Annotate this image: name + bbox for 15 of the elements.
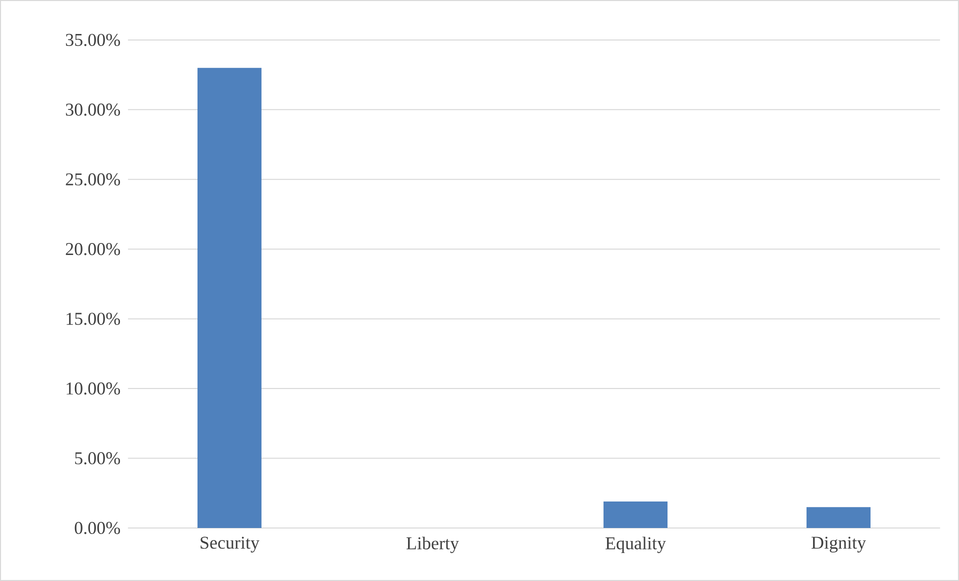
x-tick-label: Liberty bbox=[406, 536, 459, 554]
x-tick-label: Security bbox=[200, 536, 260, 553]
y-tick-label: 30.00% bbox=[66, 104, 120, 116]
y-tick-label: 35.00% bbox=[66, 34, 120, 46]
y-tick-label: 0.00% bbox=[74, 522, 120, 534]
y-tick-label: 25.00% bbox=[66, 173, 120, 186]
y-tick-label: 20.00% bbox=[66, 243, 120, 256]
y-tick-label: 10.00% bbox=[66, 382, 120, 395]
bar bbox=[806, 507, 871, 528]
bar bbox=[604, 502, 668, 528]
bar bbox=[197, 68, 262, 528]
x-tick-label: Equality bbox=[606, 536, 666, 554]
y-tick-label: 5.00% bbox=[75, 452, 120, 464]
x-tick-label: Dignity bbox=[812, 536, 866, 553]
y-tick-label: 15.00% bbox=[66, 312, 120, 325]
